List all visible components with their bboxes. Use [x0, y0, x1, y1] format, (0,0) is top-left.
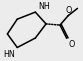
Text: O: O [65, 6, 71, 15]
Text: HN: HN [3, 50, 15, 59]
Text: NH: NH [39, 2, 50, 11]
Text: O: O [68, 40, 75, 49]
